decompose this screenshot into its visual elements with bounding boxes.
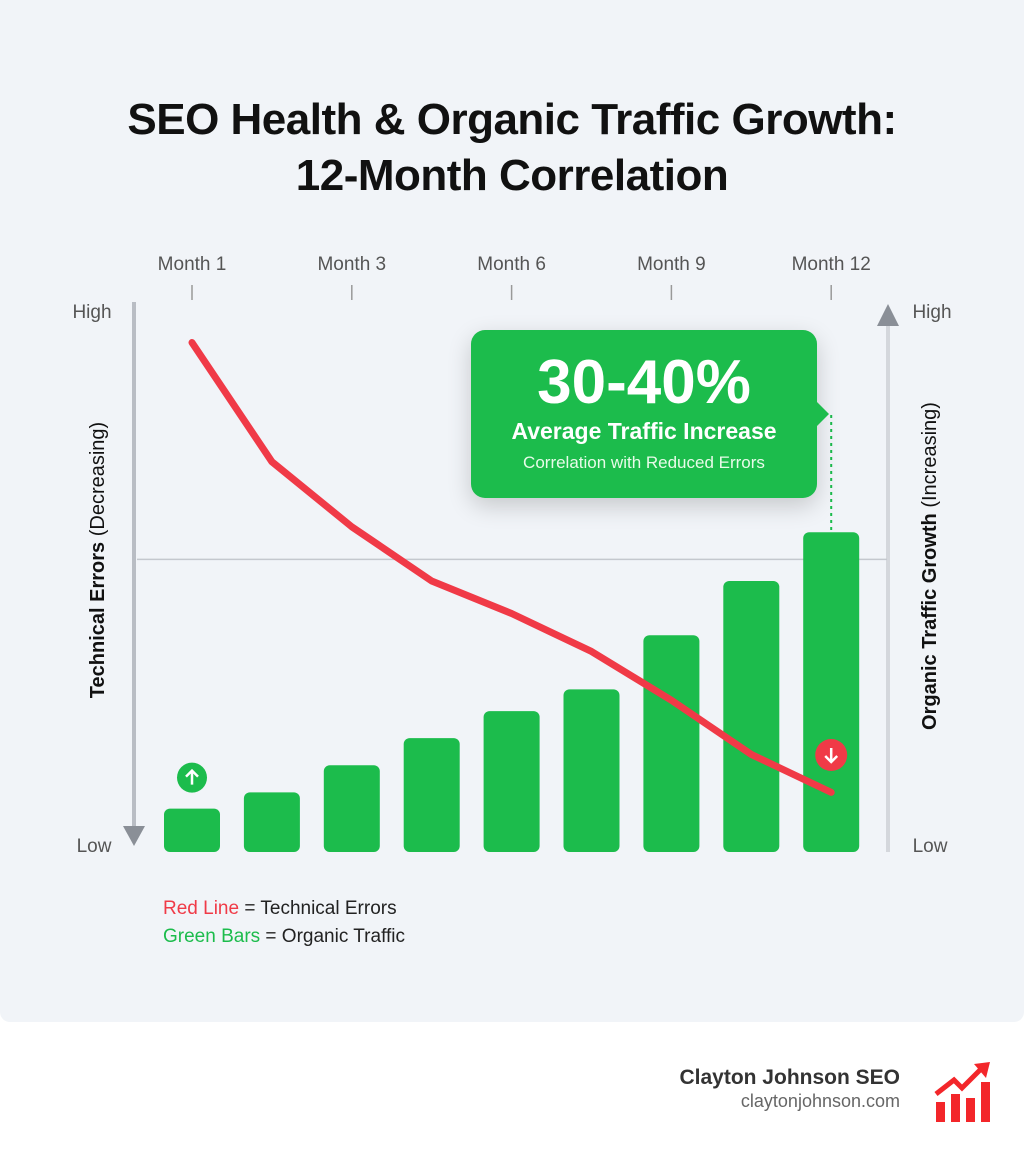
footer-brand: Clayton Johnson SEO <box>679 1066 900 1089</box>
right-axis-arrow-icon <box>877 304 899 326</box>
bar <box>323 765 380 852</box>
bar <box>403 738 460 852</box>
legend-text: = Organic Traffic <box>260 926 406 947</box>
x-tick-label: Month 6 <box>477 254 546 275</box>
x-tick-label: Month 9 <box>637 254 706 275</box>
arrow-up-glyph <box>185 768 199 785</box>
annotation-sub: Correlation with Reduced Errors <box>523 453 765 472</box>
bar <box>563 689 620 852</box>
legend-item-line: Red Line = Technical Errors <box>163 895 405 923</box>
left-axis-high: High <box>72 302 111 323</box>
bar <box>243 792 300 852</box>
legend: Red Line = Technical Errors Green Bars =… <box>163 895 405 951</box>
right-axis-low: Low <box>913 836 948 857</box>
bar <box>483 711 540 852</box>
legend-item-bars: Green Bars = Organic Traffic <box>163 923 405 951</box>
chart-title: SEO Health & Organic Traffic Growth: 12-… <box>0 92 1024 204</box>
left-axis-low: Low <box>77 836 112 857</box>
annotation-callout: 30-40% Average Traffic Increase Correlat… <box>471 330 829 498</box>
chart-svg: High Low Technical Errors (Decreasing) High… <box>72 254 951 857</box>
x-tick-label: Month 12 <box>792 254 871 275</box>
x-tick-label: Month 3 <box>317 254 386 275</box>
left-axis-arrow-icon <box>123 826 145 846</box>
footer-url[interactable]: claytonjohnson.com <box>740 1091 900 1111</box>
x-tick-label: Month 1 <box>158 254 227 275</box>
legend-key: Green Bars <box>163 926 261 947</box>
bar-chart-trend-icon <box>934 1062 990 1122</box>
right-axis-high: High <box>912 302 951 323</box>
right-axis-label: Organic Traffic Growth (Increasing) <box>919 402 941 730</box>
bar <box>643 635 700 852</box>
title-line-1: SEO Health & Organic Traffic Growth: <box>127 95 897 144</box>
title-line-2: 12-Month Correlation <box>295 151 729 200</box>
bar <box>723 581 780 852</box>
legend-text: = Technical Errors <box>239 898 397 919</box>
bar <box>164 808 220 852</box>
annotation-headline: Average Traffic Increase <box>511 418 777 444</box>
left-axis-label: Technical Errors (Decreasing) <box>87 422 109 698</box>
legend-key: Red Line <box>163 898 240 919</box>
annotation-value: 30-40% <box>537 348 751 417</box>
arrow-down-glyph <box>824 748 839 764</box>
bar <box>803 532 860 852</box>
